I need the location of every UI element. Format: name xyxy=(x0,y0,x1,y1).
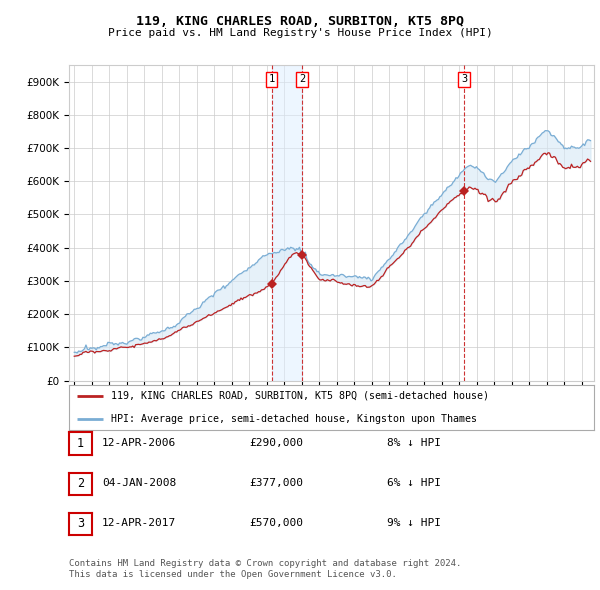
Text: This data is licensed under the Open Government Licence v3.0.: This data is licensed under the Open Gov… xyxy=(69,571,397,579)
Text: 2: 2 xyxy=(77,477,84,490)
Text: HPI: Average price, semi-detached house, Kingston upon Thames: HPI: Average price, semi-detached house,… xyxy=(111,414,477,424)
Text: 04-JAN-2008: 04-JAN-2008 xyxy=(102,478,176,488)
Text: 1: 1 xyxy=(77,437,84,450)
Bar xyxy=(272,65,302,381)
Text: 12-APR-2006: 12-APR-2006 xyxy=(102,438,176,448)
Text: £570,000: £570,000 xyxy=(249,519,303,528)
Text: 8% ↓ HPI: 8% ↓ HPI xyxy=(387,438,441,448)
Text: £290,000: £290,000 xyxy=(249,438,303,448)
Text: Contains HM Land Registry data © Crown copyright and database right 2024.: Contains HM Land Registry data © Crown c… xyxy=(69,559,461,568)
Text: 9% ↓ HPI: 9% ↓ HPI xyxy=(387,519,441,528)
Text: 119, KING CHARLES ROAD, SURBITON, KT5 8PQ (semi-detached house): 119, KING CHARLES ROAD, SURBITON, KT5 8P… xyxy=(111,391,489,401)
Text: 6% ↓ HPI: 6% ↓ HPI xyxy=(387,478,441,488)
Text: 2: 2 xyxy=(299,74,305,84)
Text: Price paid vs. HM Land Registry's House Price Index (HPI): Price paid vs. HM Land Registry's House … xyxy=(107,28,493,38)
Text: 12-APR-2017: 12-APR-2017 xyxy=(102,519,176,528)
Text: 3: 3 xyxy=(461,74,467,84)
Text: 119, KING CHARLES ROAD, SURBITON, KT5 8PQ: 119, KING CHARLES ROAD, SURBITON, KT5 8P… xyxy=(136,15,464,28)
Text: 3: 3 xyxy=(77,517,84,530)
Text: 1: 1 xyxy=(269,74,275,84)
Text: £377,000: £377,000 xyxy=(249,478,303,488)
